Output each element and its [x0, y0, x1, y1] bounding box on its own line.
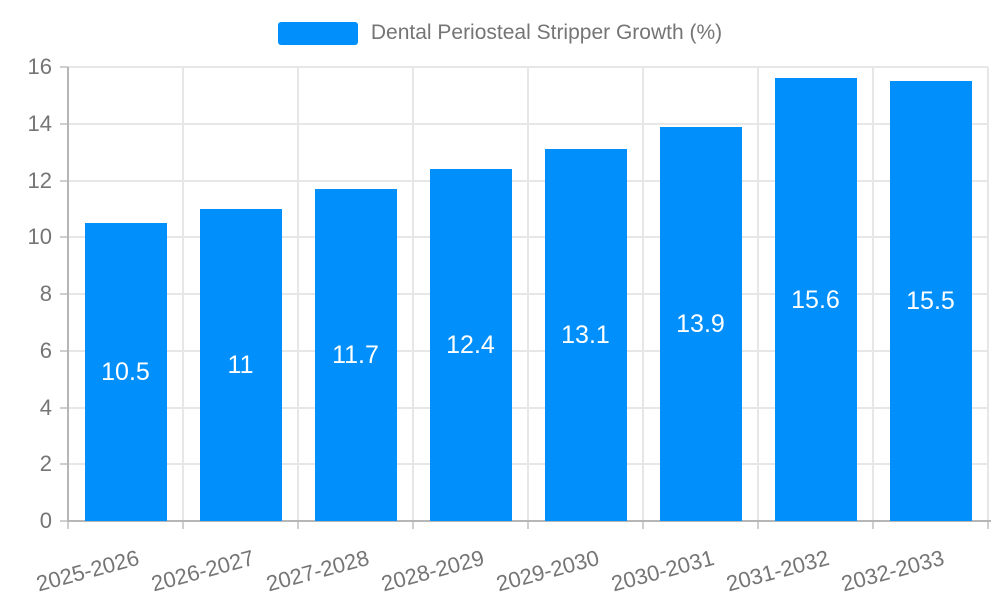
y-axis-tick [60, 349, 68, 352]
x-axis-label: 2029-2030 [493, 545, 602, 597]
v-gridline [182, 67, 184, 521]
x-axis-tick [67, 521, 69, 529]
x-axis-label: 2032-2033 [838, 545, 947, 597]
bar[interactable] [774, 78, 857, 521]
bar-value-label: 12.4 [446, 331, 495, 360]
y-axis-label: 8 [39, 281, 52, 306]
x-axis-label: 2028-2029 [378, 545, 487, 597]
bar-value-label: 11 [227, 350, 254, 379]
y-axis-label: 16 [27, 54, 52, 79]
bar-value-label: 15.5 [906, 287, 955, 316]
v-gridline [872, 67, 874, 521]
bar[interactable] [199, 208, 282, 521]
bar-value-label: 15.6 [791, 285, 840, 314]
y-axis-tick [60, 179, 68, 182]
y-axis-label: 6 [39, 337, 52, 363]
bar-value-label: 13.9 [676, 309, 725, 338]
v-gridline [297, 67, 299, 521]
x-axis-label: 2031-2032 [723, 545, 832, 597]
x-axis-tick [297, 521, 299, 529]
v-gridline [987, 67, 989, 521]
bar-value-label: 13.1 [561, 321, 610, 350]
x-axis-label: 2030-2031 [608, 545, 717, 597]
y-axis-tick [60, 66, 68, 68]
y-axis-tick [60, 520, 68, 522]
y-axis-label: 10 [27, 224, 52, 250]
y-axis-label: 0 [39, 508, 52, 533]
bar[interactable] [84, 223, 167, 521]
legend-label: Dental Periosteal Stripper Growth (%) [370, 21, 723, 44]
bar-value-label: 11.7 [332, 341, 379, 369]
y-axis-label: 12 [27, 167, 52, 193]
x-axis-line [67, 520, 991, 522]
bar[interactable] [314, 189, 397, 521]
bar[interactable] [544, 149, 627, 521]
y-axis-tick [60, 236, 68, 239]
y-axis-tick [60, 463, 68, 466]
x-axis-label: 2025-2026 [33, 545, 142, 597]
x-axis-tick [872, 521, 874, 529]
v-gridline [412, 67, 414, 521]
y-axis-label: 4 [39, 394, 52, 420]
x-axis-tick [987, 521, 989, 529]
bar[interactable] [889, 81, 972, 521]
x-axis-label: 2027-2028 [263, 545, 372, 597]
bar[interactable] [659, 126, 742, 521]
x-axis-tick [412, 521, 414, 529]
y-axis-label: 14 [27, 110, 52, 136]
v-gridline [527, 67, 529, 521]
x-axis-label: 2026-2027 [148, 545, 257, 597]
x-axis-tick [642, 521, 644, 529]
y-axis-line [67, 67, 69, 521]
bar[interactable] [429, 169, 512, 521]
x-axis-tick [527, 521, 529, 529]
v-gridline [642, 67, 644, 521]
y-axis-tick [60, 293, 68, 295]
y-axis-tick [60, 122, 68, 125]
legend-marker [277, 21, 358, 45]
bar-value-label: 10.5 [101, 358, 150, 387]
y-axis-tick [60, 406, 68, 409]
x-axis-tick [757, 521, 759, 529]
legend[interactable]: Dental Periosteal Stripper Growth (%) [0, 20, 1000, 46]
y-axis-label: 2 [39, 451, 52, 477]
v-gridline [757, 67, 759, 521]
x-axis-tick [182, 521, 184, 529]
